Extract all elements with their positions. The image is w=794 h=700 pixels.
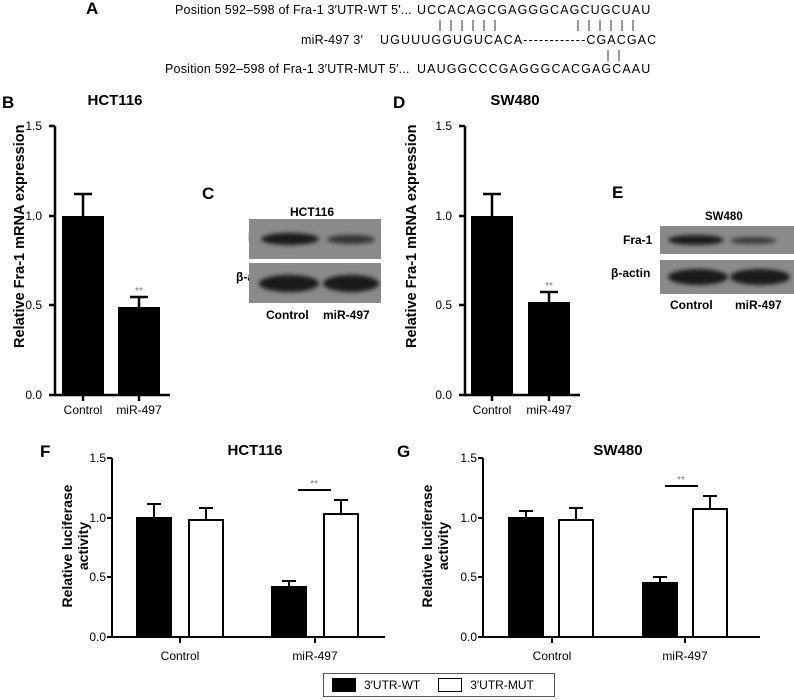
svg-text:miR-497: miR-497 <box>292 649 338 663</box>
panel-b-chart: 1.5 1.0 0.5 0.0 ** Control miR-497 <box>25 119 170 417</box>
svg-text:Control: Control <box>473 403 512 417</box>
svg-text:miR-497: miR-497 <box>662 649 708 663</box>
panel-f-chart: 1.5 1.0 0.5 0.0 ** Control miR-497 <box>89 451 385 663</box>
svg-text:0.0: 0.0 <box>435 388 452 402</box>
svg-text:1.5: 1.5 <box>89 451 106 465</box>
svg-text:miR-497: miR-497 <box>526 403 572 417</box>
svg-text:0.0: 0.0 <box>25 388 42 402</box>
panel-a-letter: A <box>86 0 99 18</box>
svg-text:1.5: 1.5 <box>435 119 452 133</box>
legend-label-mut: 3′UTR-MUT <box>470 678 534 692</box>
panel-f-title: HCT116 <box>227 442 283 459</box>
panel-b-letter: B <box>2 93 15 112</box>
panel-g-letter: G <box>397 442 411 461</box>
svg-text:1.0: 1.0 <box>460 511 477 525</box>
blot-e-actin-membrane <box>660 260 794 294</box>
svg-text:0.0: 0.0 <box>460 630 477 644</box>
panel-e-title: SW480 <box>705 211 743 223</box>
mut-sequence-label: Position 592–598 of Fra-1 3′UTR-MUT 5′..… <box>165 62 410 76</box>
legend-swatch-wt <box>332 678 356 692</box>
panel-d-chart: 1.5 1.0 0.5 0.0 ** Control miR-497 <box>435 119 580 417</box>
svg-text:miR-497: miR-497 <box>116 403 162 417</box>
base-pair-lines <box>439 20 634 61</box>
svg-text:1.0: 1.0 <box>25 209 42 223</box>
blot-c-lane-control: Control <box>266 308 309 322</box>
panel-f-letter: F <box>40 442 51 461</box>
panel-e-letter: E <box>612 183 624 202</box>
svg-text:Control: Control <box>64 403 103 417</box>
blot-c-fra1-membrane <box>249 219 381 259</box>
blot-e-fra1-membrane <box>660 226 794 254</box>
svg-text:**: ** <box>677 475 685 486</box>
legend-label-wt: 3′UTR-WT <box>364 678 421 692</box>
svg-text:0.5: 0.5 <box>25 298 42 312</box>
svg-text:1.0: 1.0 <box>89 511 106 525</box>
legend-swatch-mut <box>438 678 463 692</box>
svg-text:1.5: 1.5 <box>460 451 477 465</box>
svg-text:**: ** <box>545 281 553 292</box>
svg-text:**: ** <box>310 479 318 490</box>
svg-text:1.0: 1.0 <box>435 209 452 223</box>
wt-sequence: UCCACAGCGAGGGCAGCUGCUAU <box>417 3 652 17</box>
panel-d-letter: D <box>393 93 406 112</box>
blot-c-lane-mir497: miR-497 <box>323 308 370 322</box>
mut-sequence: UAUGGCCCGAGGGCACGAGCAAU <box>417 62 652 76</box>
wt-sequence-label: Position 592–598 of Fra-1 3′UTR-WT 5′... <box>175 3 412 17</box>
svg-text:0.5: 0.5 <box>435 298 452 312</box>
panel-c-letter: C <box>202 184 215 203</box>
chart-legend: 3′UTR-WT 3′UTR-MUT <box>323 673 555 697</box>
panel-g-chart: 1.5 1.0 0.5 0.0 ** Control miR-497 <box>460 451 760 663</box>
svg-text:Control: Control <box>161 649 200 663</box>
panel-d-title: SW480 <box>490 92 540 109</box>
svg-text:0.5: 0.5 <box>460 570 477 584</box>
mirna-label: miR-497 3′ <box>301 33 364 47</box>
blot-e-row-actin: β-actin <box>611 266 651 280</box>
panel-g-title: SW480 <box>593 442 643 459</box>
panel-c-title: HCT116 <box>290 205 335 219</box>
svg-text:**: ** <box>135 286 143 297</box>
blot-e-lane-mir497: miR-497 <box>735 298 782 312</box>
blot-e-lane-control: Control <box>670 298 713 312</box>
mirna-sequence: UGUUUGGUGUCACA------------CGACGAC <box>380 33 658 47</box>
panel-b-title: HCT116 <box>87 92 143 109</box>
blot-e-row-fra1: Fra-1 <box>623 233 653 247</box>
svg-text:1.5: 1.5 <box>25 119 42 133</box>
svg-text:0.5: 0.5 <box>89 570 106 584</box>
blot-c-actin-membrane <box>249 263 381 303</box>
svg-text:Control: Control <box>533 649 572 663</box>
svg-text:0.0: 0.0 <box>89 630 106 644</box>
